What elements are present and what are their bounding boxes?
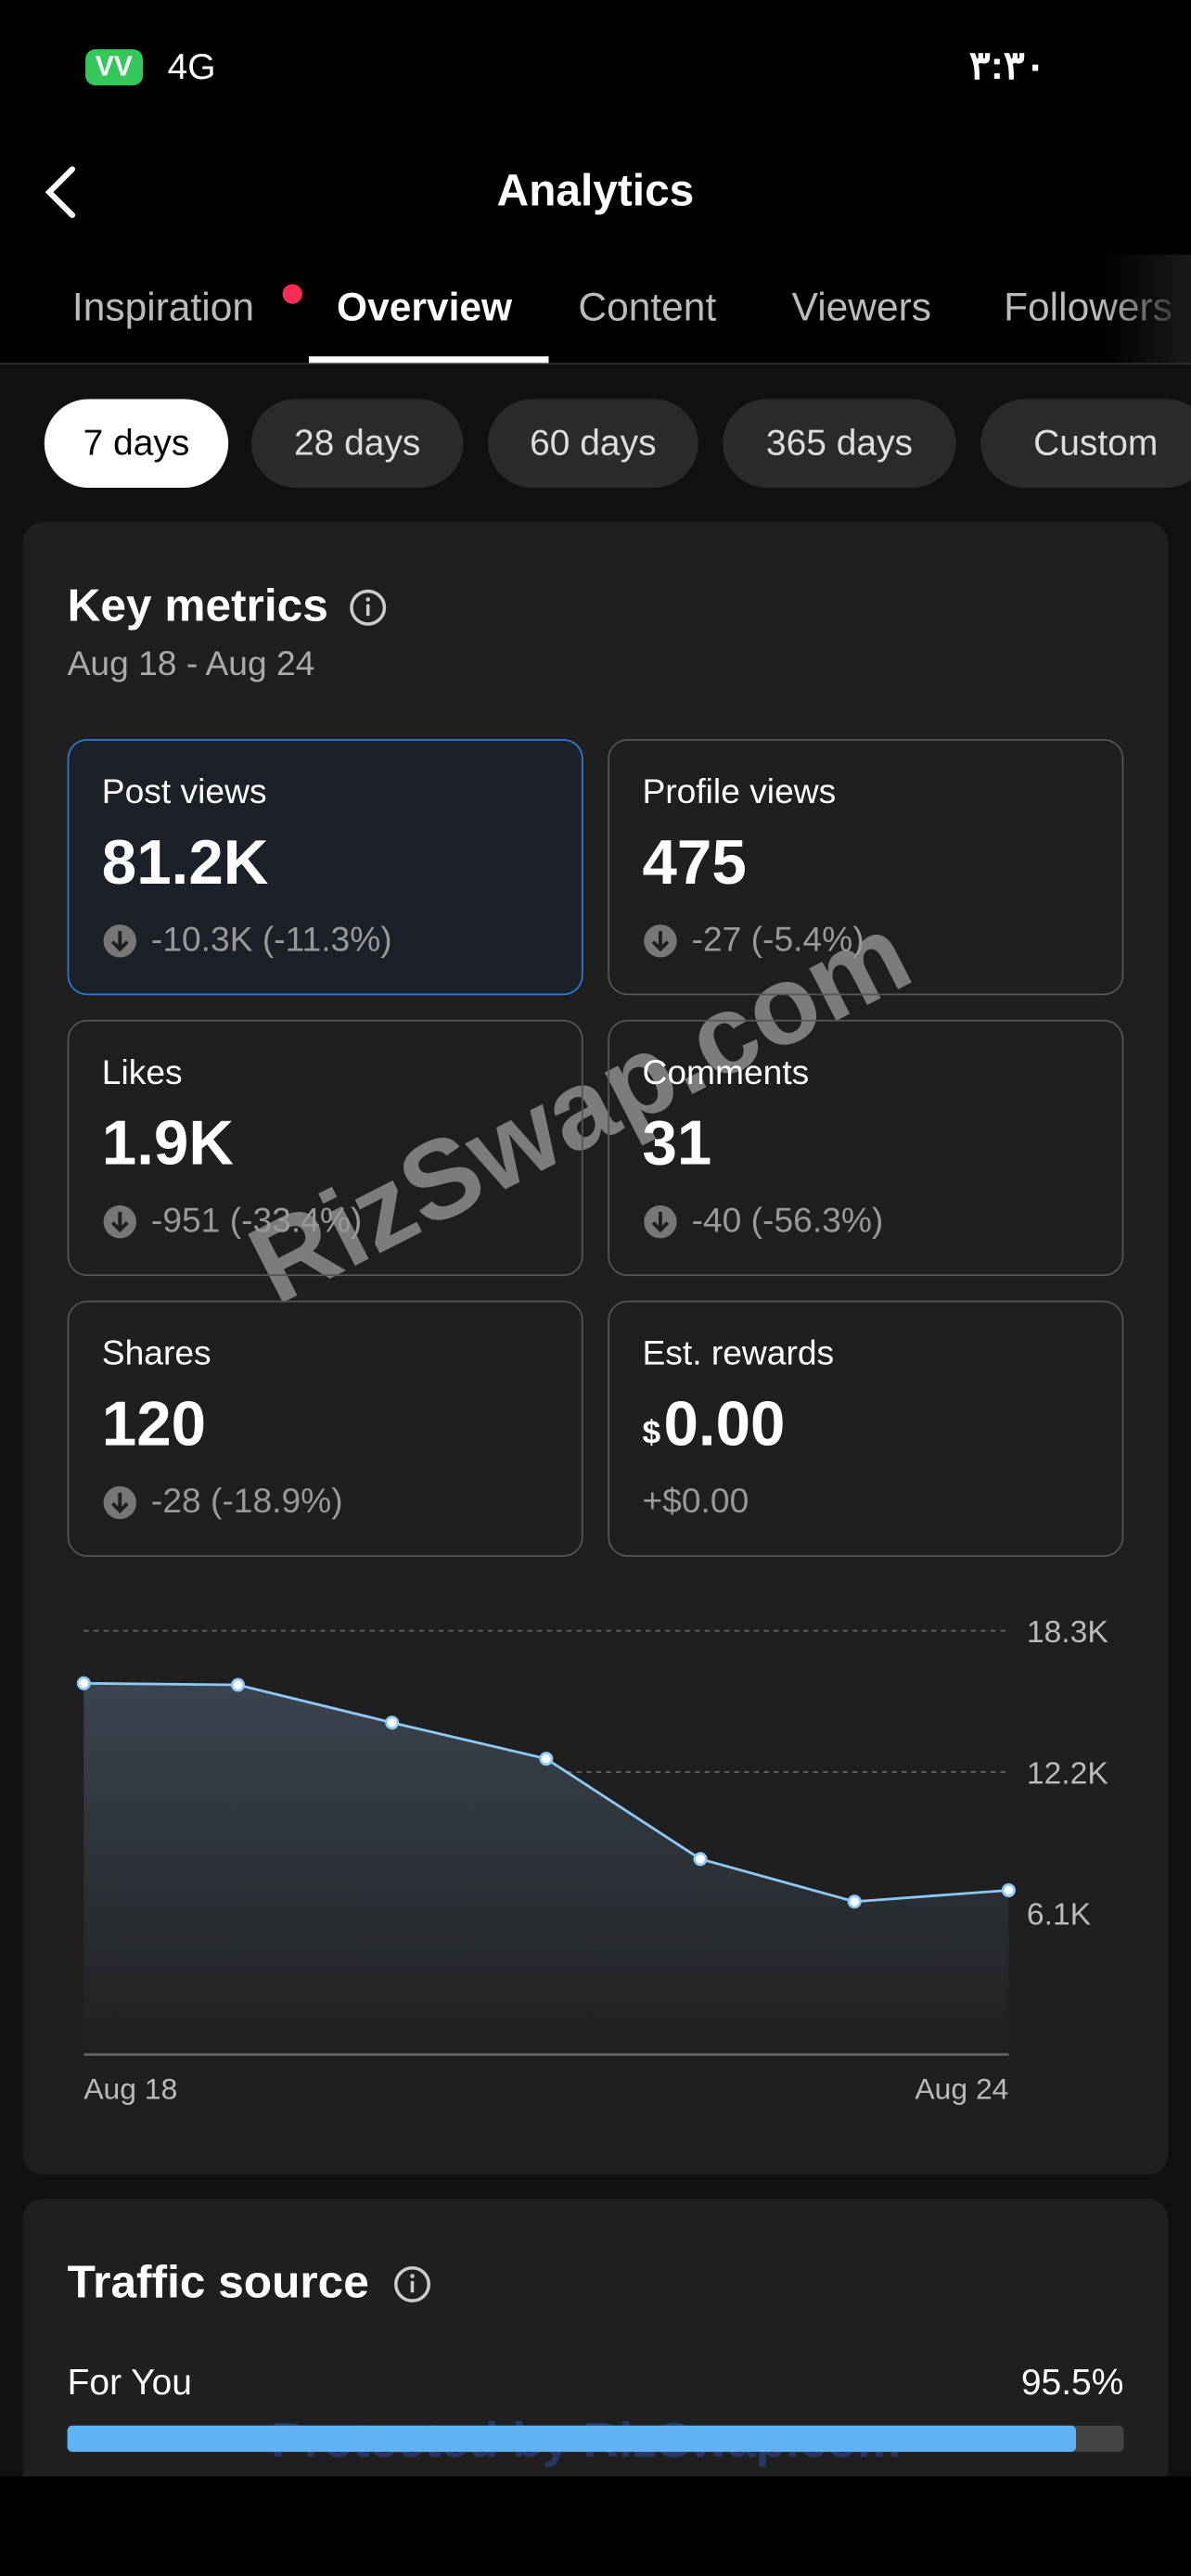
- point: [847, 1894, 862, 1909]
- metric-change: -27 (-5.4%): [691, 921, 864, 960]
- traffic-value: 95.5%: [1020, 2361, 1124, 2403]
- metric-change: -951 (-33.4%): [150, 1202, 363, 1241]
- info-icon[interactable]: [348, 588, 388, 628]
- metric-currency: $: [642, 1415, 661, 1452]
- metric-change: -28 (-18.9%): [150, 1483, 343, 1521]
- top-bar: [0, 0, 1191, 365]
- date-range: Aug 18 - Aug 24: [67, 645, 315, 683]
- point: [230, 1677, 246, 1692]
- metric-change: -10.3K (-11.3%): [150, 921, 392, 960]
- point: [76, 1676, 91, 1690]
- range-pill[interactable]: 7 days: [44, 399, 229, 488]
- y-tick-label: 6.1K: [1027, 1898, 1092, 1932]
- down-icon: [644, 925, 677, 958]
- metric-label: Est. rewards: [642, 1334, 835, 1373]
- tab[interactable]: Content: [578, 286, 717, 330]
- tab-badge: [282, 284, 302, 304]
- time: ۳:۳۰: [968, 44, 1046, 89]
- tab[interactable]: Viewers: [791, 286, 932, 330]
- metric-card[interactable]: [608, 1300, 1124, 1557]
- range-pill[interactable]: 60 days: [487, 399, 698, 488]
- tab[interactable]: Inspiration: [71, 286, 255, 330]
- y-tick-label: 18.3K: [1027, 1615, 1108, 1650]
- metric-label: Shares: [101, 1334, 211, 1373]
- point: [539, 1752, 554, 1766]
- range-pill[interactable]: 365 days: [723, 399, 956, 488]
- metric-card[interactable]: [67, 738, 583, 996]
- x-tick-label: Aug 18: [83, 2072, 177, 2105]
- traffic-label: For You: [67, 2361, 192, 2403]
- metric-card[interactable]: [67, 1019, 583, 1277]
- metric-value: 120: [101, 1391, 207, 1460]
- tab-divider: [0, 363, 1191, 365]
- metric-card[interactable]: [608, 1019, 1124, 1277]
- y-tick-label: 12.2K: [1027, 1756, 1108, 1791]
- metric-value: 475: [642, 829, 747, 899]
- metric-label: Comments: [642, 1053, 810, 1092]
- down-icon: [103, 1486, 136, 1520]
- bottom-fade: [0, 2476, 1191, 2575]
- area-fill: [83, 1683, 1009, 2055]
- point: [693, 1852, 708, 1867]
- info-icon[interactable]: [392, 2264, 432, 2304]
- x-tick-label: Aug 24: [915, 2072, 1008, 2105]
- metric-change: -40 (-56.3%): [691, 1202, 884, 1241]
- down-icon: [644, 1205, 677, 1239]
- battery: VV: [85, 49, 143, 86]
- traffic-title: Traffic source: [67, 2256, 369, 2308]
- page-title: Analytics: [496, 165, 695, 216]
- range-pill[interactable]: 28 days: [250, 399, 464, 488]
- metric-card[interactable]: [608, 738, 1124, 996]
- metric-value: 0.00: [663, 1391, 786, 1460]
- metric-label: Post views: [101, 773, 267, 811]
- chart: 6.1K 12.2K 18.3K Aug 18 Aug 24: [76, 1615, 1108, 2105]
- metric-change: +$0.00: [642, 1483, 749, 1521]
- down-icon: [103, 925, 136, 958]
- key-metrics-title: Key metrics: [67, 580, 328, 631]
- metric-card[interactable]: [67, 1300, 583, 1557]
- metric-label: Profile views: [642, 773, 837, 811]
- metric-value: 1.9K: [101, 1110, 234, 1180]
- traffic-bar: [67, 2425, 1077, 2453]
- range-pill[interactable]: Custom: [980, 399, 1191, 488]
- metric-value: 31: [642, 1110, 712, 1180]
- network: 4G: [167, 45, 216, 87]
- point: [385, 1715, 400, 1730]
- metric-value: 81.2K: [101, 829, 269, 899]
- tab[interactable]: Overview: [337, 286, 513, 330]
- metric-label: Likes: [101, 1053, 183, 1092]
- back-button[interactable]: [40, 164, 89, 220]
- tab-underline: [308, 356, 549, 363]
- down-icon: [103, 1205, 136, 1239]
- point: [1001, 1882, 1016, 1898]
- tab-fade: [1100, 254, 1191, 363]
